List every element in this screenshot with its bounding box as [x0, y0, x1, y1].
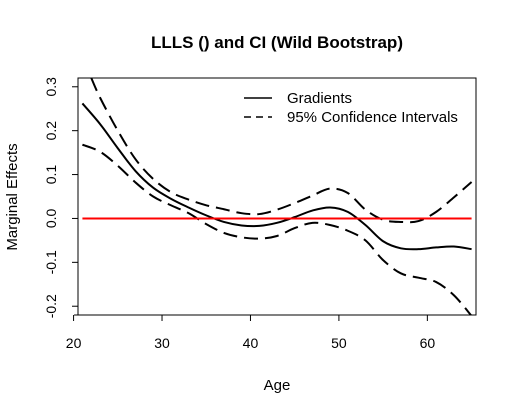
y-tick-label: 0.0 [43, 209, 59, 229]
x-tick-label: 20 [66, 335, 82, 351]
legend: Gradients 95% Confidence Intervals [244, 90, 458, 126]
gradient-line [81, 102, 472, 251]
x-axis: 20 30 40 50 60 [66, 314, 436, 351]
chart-title: LLLS () and CI (Wild Bootstrap) [151, 33, 403, 52]
ci-upper-line [90, 78, 473, 224]
y-tick-label: 0.3 [43, 77, 59, 97]
y-axis: -0.2 -0.1 0.0 0.1 0.2 0.3 [43, 77, 78, 318]
y-axis-label: Marginal Effects [4, 143, 21, 250]
y-tick-label: -0.1 [43, 250, 59, 274]
plot-area [81, 78, 473, 315]
y-tick-label: 0.1 [43, 165, 59, 185]
x-axis-label: Age [264, 377, 291, 394]
legend-label: Gradients [287, 90, 352, 107]
y-tick-label: -0.2 [43, 294, 59, 318]
x-tick-label: 30 [154, 335, 170, 351]
y-tick-label: 0.2 [43, 121, 59, 141]
ci-lower-line [82, 143, 473, 315]
x-tick-label: 50 [331, 335, 347, 351]
x-tick-label: 60 [420, 335, 436, 351]
x-tick-label: 40 [243, 335, 259, 351]
legend-label: 95% Confidence Intervals [287, 109, 458, 126]
